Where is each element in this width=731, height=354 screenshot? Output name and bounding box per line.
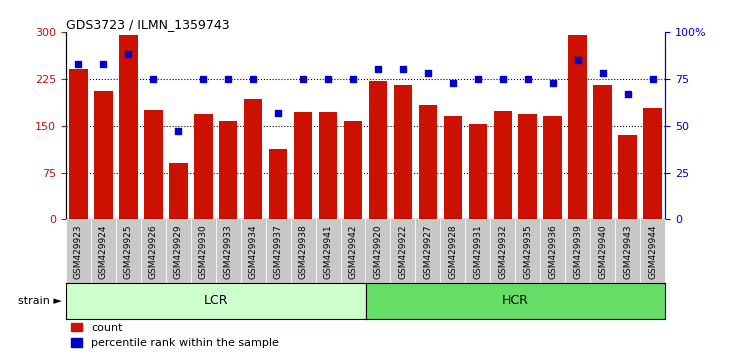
Legend: count, percentile rank within the sample: count, percentile rank within the sample [72, 322, 279, 348]
Bar [216, 219, 240, 283]
Bar [616, 219, 640, 283]
Text: GSM429920: GSM429920 [374, 224, 382, 279]
Bar [91, 219, 115, 283]
Bar [390, 219, 415, 283]
Bar [419, 105, 437, 219]
Text: GSM429929: GSM429929 [174, 224, 183, 279]
Bar [368, 81, 387, 219]
Text: GSM429922: GSM429922 [398, 224, 407, 279]
Bar [440, 219, 466, 283]
Bar [94, 91, 113, 219]
Bar [69, 69, 88, 219]
Text: GSM429930: GSM429930 [199, 224, 208, 279]
Text: GSM429943: GSM429943 [624, 224, 632, 279]
Bar [119, 35, 137, 219]
Bar [444, 116, 462, 219]
Bar [316, 219, 341, 283]
Bar [415, 219, 440, 283]
Bar [341, 219, 366, 283]
Text: GSM429939: GSM429939 [573, 224, 583, 279]
Bar [269, 149, 287, 219]
Text: GSM429938: GSM429938 [298, 224, 308, 279]
Bar [366, 219, 390, 283]
Text: GSM429932: GSM429932 [499, 224, 507, 279]
Text: GSM429923: GSM429923 [74, 224, 83, 279]
Bar [491, 219, 515, 283]
Bar [191, 219, 216, 283]
Bar [515, 219, 540, 283]
Bar [518, 114, 537, 219]
Text: GSM429933: GSM429933 [224, 224, 232, 279]
Bar [569, 35, 587, 219]
Text: GSM429942: GSM429942 [349, 224, 357, 279]
Bar [344, 121, 363, 219]
Bar [540, 219, 565, 283]
Bar [290, 219, 316, 283]
Bar [393, 85, 412, 219]
Bar [565, 219, 590, 283]
Text: GSM429941: GSM429941 [324, 224, 333, 279]
Bar [169, 163, 188, 219]
Bar [643, 108, 662, 219]
Bar [319, 112, 338, 219]
Bar [493, 111, 512, 219]
Text: GSM429937: GSM429937 [273, 224, 283, 279]
Bar [265, 219, 290, 283]
Bar [543, 116, 562, 219]
Text: GSM429934: GSM429934 [249, 224, 257, 279]
Bar [194, 114, 213, 219]
Text: GSM429935: GSM429935 [523, 224, 532, 279]
Text: GSM429940: GSM429940 [598, 224, 607, 279]
Text: GSM429924: GSM429924 [99, 224, 107, 279]
Bar [590, 219, 616, 283]
Bar [294, 112, 312, 219]
Bar [618, 135, 637, 219]
Text: GSM429931: GSM429931 [474, 224, 482, 279]
Text: GDS3723 / ILMN_1359743: GDS3723 / ILMN_1359743 [66, 18, 230, 31]
Text: GSM429925: GSM429925 [124, 224, 133, 279]
Bar [469, 124, 488, 219]
Bar [140, 219, 166, 283]
Bar [166, 219, 191, 283]
Bar [640, 219, 665, 283]
Text: LCR: LCR [203, 295, 228, 307]
Bar [66, 219, 91, 283]
Text: GSM429944: GSM429944 [648, 224, 657, 279]
Bar [144, 110, 162, 219]
Text: GSM429927: GSM429927 [423, 224, 433, 279]
Bar [594, 85, 612, 219]
Bar [243, 99, 262, 219]
Text: GSM429936: GSM429936 [548, 224, 557, 279]
Bar [115, 219, 140, 283]
Bar [466, 219, 491, 283]
Text: HCR: HCR [502, 295, 529, 307]
Bar [219, 121, 238, 219]
Bar [240, 219, 265, 283]
Text: GSM429926: GSM429926 [148, 224, 158, 279]
Text: GSM429928: GSM429928 [448, 224, 458, 279]
Text: strain ►: strain ► [18, 296, 62, 306]
